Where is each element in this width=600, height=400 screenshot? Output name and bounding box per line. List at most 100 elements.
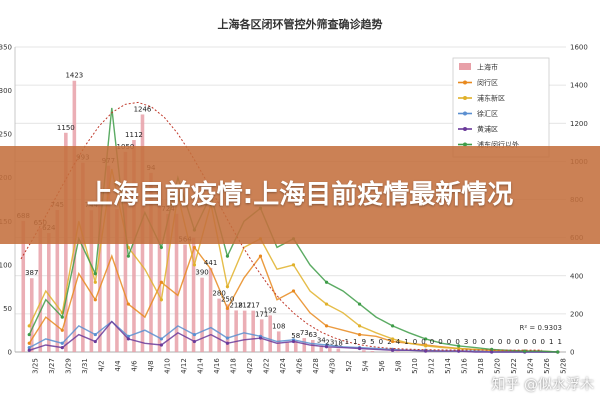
x-tick-label: 4/6 — [130, 360, 138, 372]
line-point-浦东闵行以外 — [93, 271, 97, 276]
bar-value-label: 0 — [515, 338, 519, 346]
x-tick-label: 3/29 — [64, 358, 72, 374]
trend-line — [20, 101, 542, 351]
line-point-闵行区 — [27, 341, 31, 345]
bar-上海市 — [81, 162, 85, 352]
bar-上海市 — [149, 172, 153, 352]
line-point-闵行区 — [390, 339, 395, 344]
bar-上海市 — [328, 347, 332, 352]
x-tick-label: 3/31 — [81, 358, 89, 374]
x-tick-label: 5/10 — [411, 358, 419, 374]
bar-value-label: 0 — [421, 338, 425, 346]
bar-上海市 — [98, 187, 102, 352]
line-point-浦东闵行以外 — [60, 315, 64, 319]
legend-swatch-marker — [463, 96, 467, 100]
legend-label: 上海市 — [477, 63, 498, 72]
bar-上海市 — [29, 278, 34, 352]
bar-上海市 — [38, 228, 43, 352]
bar-value-label: 1 — [549, 338, 553, 346]
legend-label: 浦东闵行以外 — [477, 140, 519, 149]
bar-上海市 — [268, 315, 272, 352]
left-tick-label: 300 — [0, 87, 12, 95]
line-point-黄浦区 — [357, 346, 362, 351]
line-point-浦东新区 — [27, 324, 31, 328]
x-tick-label: 5/20 — [494, 358, 502, 374]
x-tick-label: 5/4 — [362, 360, 370, 372]
x-tick-label: 4/4 — [114, 360, 122, 372]
line-point-浦东闵行以外 — [424, 337, 428, 341]
bar-value-label: 9 — [362, 338, 366, 346]
legend-swatch — [459, 63, 471, 70]
bar-value-label: 34 — [317, 337, 326, 345]
bar-value-label: 0 — [430, 338, 434, 346]
line-point-浦东新区 — [225, 285, 230, 289]
x-tick-label: 4/16 — [213, 358, 221, 374]
bar-上海市 — [89, 210, 94, 352]
bar-上海市 — [55, 209, 60, 352]
bar-上海市 — [234, 310, 238, 352]
legend-swatch-marker — [463, 127, 467, 131]
bar-上海市 — [242, 310, 247, 352]
chart-title: 上海各区闭环管控外筛查确诊趋势 — [218, 17, 383, 31]
bar-value-label: 1 — [558, 338, 562, 346]
bar-上海市 — [183, 244, 187, 352]
line-point-徐汇区 — [159, 337, 163, 341]
line-point-浦东新区 — [291, 263, 296, 267]
bar-value-label: 1246 — [134, 105, 152, 113]
bar-value-label: 1423 — [65, 72, 83, 80]
bar-value-label: 0 — [532, 338, 536, 346]
line-point-闵行区 — [225, 306, 230, 311]
line-point-浦东新区 — [424, 344, 428, 348]
line-point-黄浦区 — [390, 348, 395, 352]
line-point-黄浦区 — [424, 349, 428, 353]
line-point-黄浦区 — [93, 339, 97, 344]
line-point-闵行区 — [60, 328, 64, 332]
bar-上海市 — [370, 351, 375, 352]
bar-上海市 — [208, 267, 213, 352]
bar-value-label: 0 — [447, 338, 451, 346]
bar-value-label: 0 — [523, 338, 527, 346]
bar-上海市 — [362, 350, 366, 352]
bar-上海市 — [302, 338, 307, 352]
bar-上海市 — [166, 213, 170, 352]
line-point-徐汇区 — [225, 336, 230, 340]
line-point-浦东闵行以外 — [357, 302, 362, 306]
legend-swatch-marker — [463, 142, 467, 147]
bar-上海市 — [132, 140, 136, 352]
x-tick-label: 5/24 — [527, 358, 535, 374]
right-tick-label: 200 — [570, 310, 583, 318]
bar-上海市 — [191, 237, 196, 352]
line-point-浦东闵行以外 — [390, 324, 395, 328]
bar-value-label: 250 — [221, 295, 234, 303]
line-point-徐汇区 — [192, 332, 197, 337]
x-tick-label: 4/8 — [147, 360, 155, 371]
x-tick-label: 4/10 — [163, 358, 171, 374]
line-point-浦东新区 — [192, 263, 197, 267]
bar-上海市 — [319, 345, 324, 352]
line-point-浦东新区 — [457, 346, 461, 351]
bar-value-label: 0 — [438, 338, 442, 346]
bar-value-label: 0 — [540, 338, 544, 346]
bar-value-label: 0 — [455, 338, 459, 346]
bar-上海市 — [251, 310, 255, 352]
bar-value-label: 1 — [404, 338, 408, 346]
bar-value-label: 0 — [379, 338, 383, 346]
line-point-徐汇区 — [60, 341, 64, 345]
x-tick-label: 5/22 — [510, 358, 518, 374]
line-point-闵行区 — [192, 245, 197, 250]
line-point-浦东闵行以外 — [457, 344, 461, 348]
x-tick-label: 4/28 — [312, 358, 320, 374]
line-point-浦东闵行以外 — [523, 349, 527, 353]
x-tick-label: 4/26 — [296, 358, 304, 374]
line-point-黄浦区 — [192, 339, 197, 344]
line-point-浦东新区 — [324, 302, 329, 306]
legend-label: 闵行区 — [477, 78, 498, 87]
bar-上海市 — [200, 277, 204, 352]
line-point-黄浦区 — [225, 341, 230, 345]
bar-value-label: 218 — [229, 301, 242, 309]
line-point-浦东新区 — [390, 337, 395, 341]
x-tick-label: 5/18 — [477, 358, 485, 374]
line-point-闵行区 — [357, 332, 362, 337]
bar-value-label: 387 — [25, 269, 38, 277]
line-point-浦东闵行以外 — [126, 254, 130, 258]
